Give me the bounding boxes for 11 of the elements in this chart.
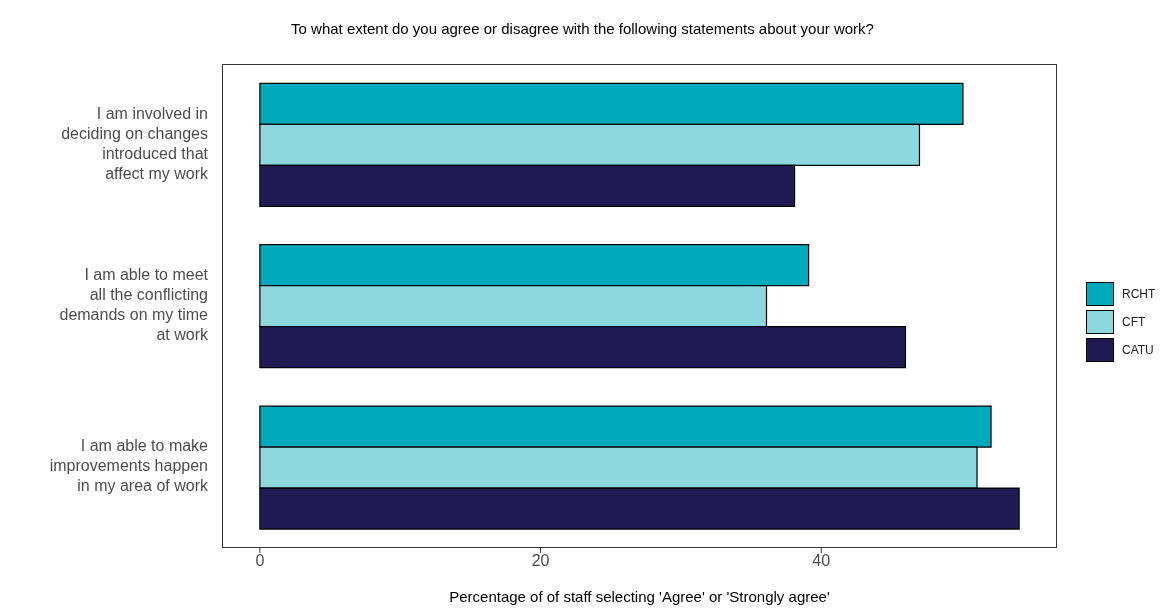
legend-label: RCHT	[1122, 287, 1156, 301]
y-tick-label: I am able to meet all the conflicting demands on my time at work	[59, 266, 209, 344]
y-tick-label: I am able to make improvements happen in my area of work	[49, 437, 209, 495]
x-tick-label: 0	[255, 552, 265, 570]
x-axis-title: Percentage of of staff selecting 'Agree' or 'Strongly agree'	[448, 588, 831, 605]
chart-title: To what extent do you agree or disagree with the following statements about your work?	[290, 20, 875, 37]
legend-label: CATU	[1122, 343, 1154, 357]
x-tick-label: 40	[812, 552, 831, 570]
legend-label: CFT	[1122, 315, 1146, 329]
y-tick-label: I am involved in deciding on changes introduced that affect my work	[61, 104, 209, 182]
x-tick-label: 20	[531, 552, 550, 570]
